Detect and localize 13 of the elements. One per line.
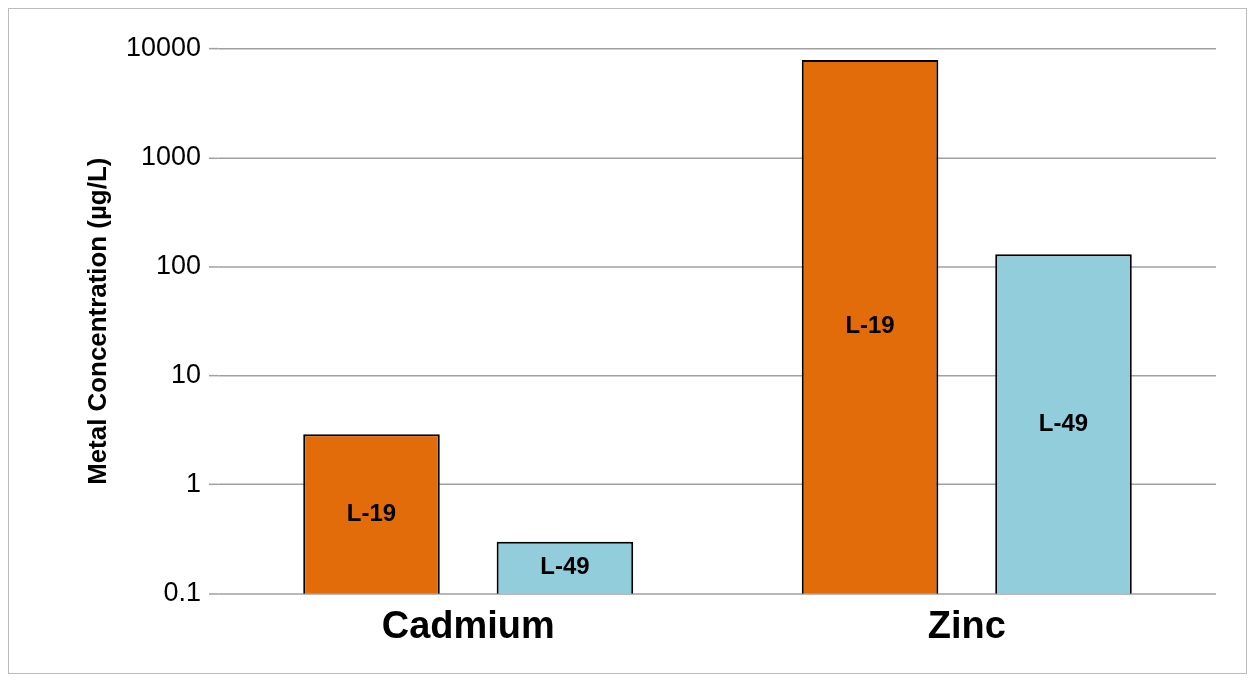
text: L-19	[346, 498, 397, 526]
y-tick-label: 10	[171, 359, 201, 390]
y-tick-label: 0.1	[163, 577, 201, 608]
y-tick-label: 100	[156, 250, 201, 281]
x-tick-label: Zinc	[927, 603, 1006, 646]
text: L-49	[1038, 408, 1089, 436]
series-label: L-19	[845, 311, 895, 339]
series-label: L-49	[540, 552, 590, 580]
y-axis-title: Metal Concentration (µg/L)	[82, 157, 111, 485]
y-tick-label: 1000	[141, 141, 201, 172]
y-tick-label: 1	[185, 468, 201, 499]
x-tick-label: Cadmium	[381, 603, 555, 646]
y-tick-label: 10000	[126, 32, 201, 63]
